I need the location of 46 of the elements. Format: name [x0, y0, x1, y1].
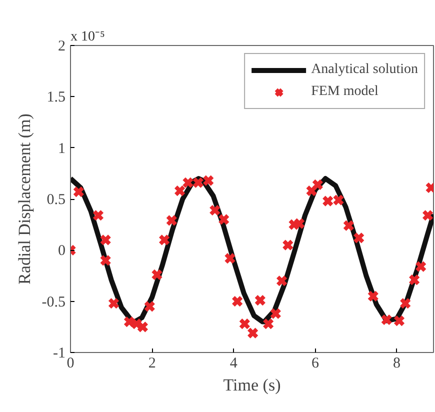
- point: [276, 274, 288, 287]
- point: [254, 294, 266, 306]
- point: [270, 308, 282, 320]
- point: [100, 234, 112, 246]
- point: [422, 209, 434, 222]
- point: [166, 214, 178, 226]
- point: [174, 184, 186, 197]
- point: [72, 186, 85, 198]
- y-tick-label: -1: [53, 346, 66, 362]
- point: [218, 214, 230, 226]
- point: [144, 300, 156, 312]
- x-axis-title: Time (s): [223, 376, 281, 394]
- y-tick-label: 1.5: [46, 90, 66, 106]
- y-axis-title: Radial Displacement (m): [14, 114, 34, 284]
- point: [342, 220, 355, 232]
- y-tick-label: -0.5: [42, 294, 66, 310]
- point: [312, 178, 324, 191]
- x-tick-label: 6: [311, 356, 320, 372]
- point: [151, 268, 163, 281]
- point: [246, 327, 259, 339]
- text: x 10⁻⁵: [70, 30, 105, 44]
- point: [100, 254, 112, 266]
- point: [367, 290, 380, 302]
- point: [231, 295, 244, 308]
- point: [408, 274, 420, 286]
- point: [282, 239, 294, 251]
- point: [352, 232, 365, 244]
- x-tick-label: 2: [148, 356, 156, 372]
- point: [224, 252, 236, 264]
- y-tick-label: 0.5: [46, 192, 66, 208]
- legend-label: Analytical solution: [311, 62, 418, 78]
- point: [208, 204, 221, 216]
- point: [414, 260, 427, 272]
- y-tick-label: 1: [58, 140, 66, 157]
- point: [238, 318, 251, 330]
- y-tick-label: 0: [58, 243, 66, 260]
- point: [158, 234, 170, 246]
- x-tick-label: 4: [230, 356, 238, 372]
- x-tick-label: 8: [393, 356, 401, 372]
- legend-label: FEM model: [311, 84, 378, 100]
- point: [262, 318, 274, 330]
- y-tick-label: 2: [58, 38, 66, 54]
- point: [92, 209, 104, 222]
- point: [399, 297, 412, 310]
- point: [108, 297, 120, 310]
- point: [306, 184, 318, 197]
